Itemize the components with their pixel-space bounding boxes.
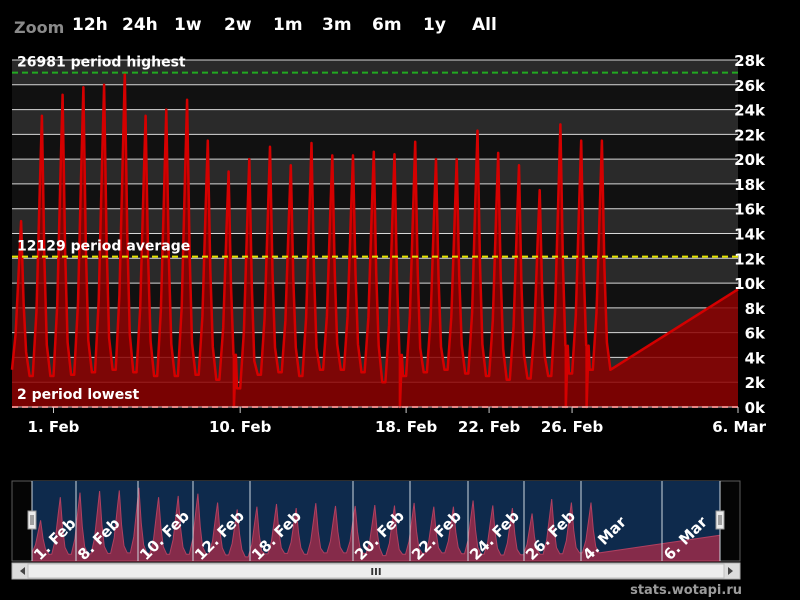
y-tick-label: 18k	[734, 176, 766, 194]
y-tick-label: 8k	[745, 300, 766, 318]
x-tick-label: 18. Feb	[375, 418, 438, 436]
zoom-1w-button[interactable]: 1w	[174, 15, 202, 35]
zoom-3m-button[interactable]: 3m	[322, 15, 352, 35]
x-tick-label: 10. Feb	[209, 418, 272, 436]
y-tick-label: 10k	[734, 275, 766, 293]
zoom-2w-button[interactable]: 2w	[224, 15, 252, 35]
handle-body[interactable]	[27, 510, 37, 530]
zoom-1y-button[interactable]: 1y	[423, 15, 446, 35]
reference-line-label: 2 period lowest	[17, 387, 140, 403]
zoom-bar: Zoom 12h 24h 1w 2w 1m 3m 6m 1y All	[0, 0, 520, 50]
plot-band	[12, 109, 738, 135]
handle-body[interactable]	[715, 510, 725, 530]
zoom-12h-button[interactable]: 12h	[72, 15, 108, 35]
y-tick-label: 26k	[734, 77, 766, 95]
zoom-1m-button[interactable]: 1m	[273, 15, 303, 35]
zoom-all-button[interactable]: All	[472, 15, 497, 35]
y-tick-label: 22k	[734, 126, 766, 144]
zoom-6m-button[interactable]: 6m	[372, 15, 402, 35]
y-tick-label: 2k	[745, 374, 766, 392]
navigator-handle-left[interactable]	[27, 510, 37, 530]
x-tick-label: 26. Feb	[541, 418, 604, 436]
y-tick-label: 4k	[745, 349, 766, 367]
reference-line-label: 26981 period highest	[17, 55, 186, 71]
x-axis: 1. Feb 10. Feb 18. Feb 22. Feb 26. Feb 6. Mar	[12, 406, 767, 436]
reference-line-label: 12129 period average	[17, 239, 190, 255]
zoom-label: Zoom	[14, 18, 65, 37]
series-group	[10, 71, 739, 409]
x-tick-label: 22. Feb	[458, 418, 521, 436]
zoom-24h-button[interactable]: 24h	[122, 15, 158, 35]
navigator-series	[31, 487, 721, 562]
y-tick-label: 16k	[734, 201, 766, 219]
scroll-left-arrow-icon[interactable]	[20, 567, 25, 575]
credit-text[interactable]: stats.wotapi.ru	[630, 583, 742, 598]
series-line	[10, 71, 739, 409]
y-tick-label: 0k	[745, 399, 766, 417]
y-tick-label: 24k	[734, 102, 766, 120]
y-tick-label: 12k	[734, 250, 766, 268]
y-tick-label: 28k	[734, 52, 766, 70]
scroll-right-arrow-icon[interactable]	[728, 567, 733, 575]
navigator-handle-right[interactable]	[715, 510, 725, 530]
y-axis: 0k 2k 4k 6k 8k 10k 12k 14k 16k 18k 20k 22k 24k 26k 28k	[734, 52, 766, 417]
y-tick-label: 20k	[734, 151, 766, 169]
y-tick-label: 14k	[734, 226, 766, 244]
x-tick-label: 1. Feb	[28, 418, 80, 436]
scrollbar-grip: III	[370, 567, 381, 578]
x-tick-label: 6. Mar	[712, 418, 766, 436]
plot-band	[12, 84, 738, 110]
y-tick-label: 6k	[745, 325, 766, 343]
scrollbar-thumb[interactable]	[27, 563, 725, 579]
